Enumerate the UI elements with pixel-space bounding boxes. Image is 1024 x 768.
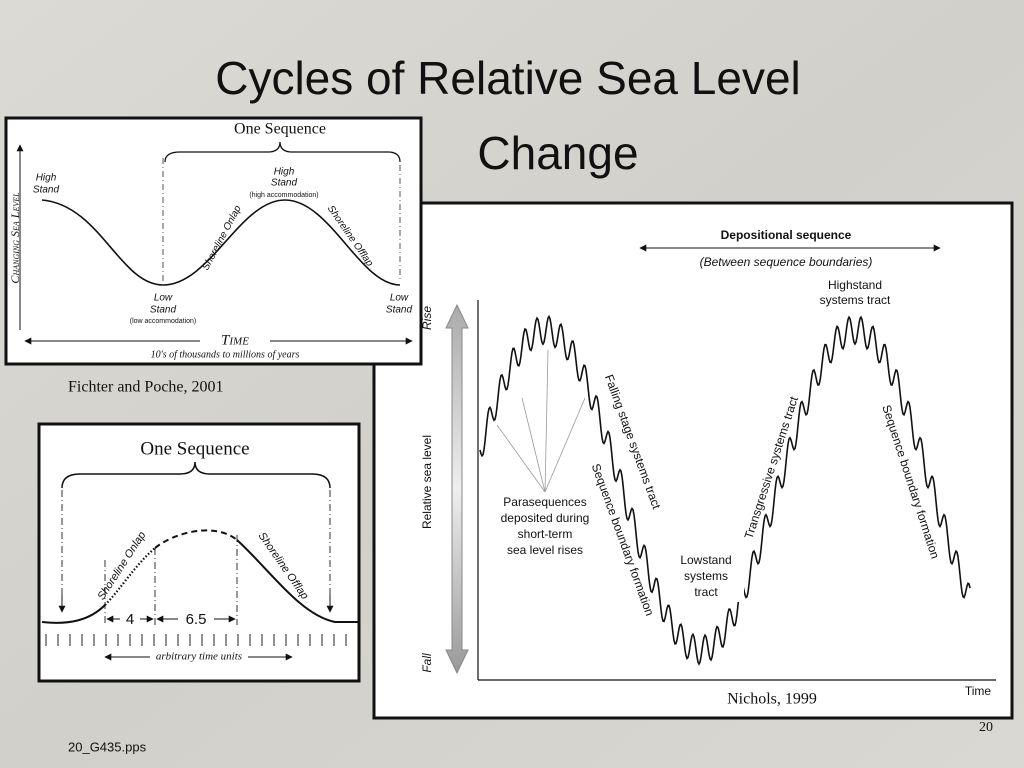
y-axis-label: Changing Sea Level	[8, 192, 22, 284]
high-stand-label: High	[274, 167, 295, 178]
subheader: (Between sequence boundaries)	[700, 255, 873, 269]
title: Change	[477, 127, 638, 179]
figure-3: Depositional sequence (Between sequence …	[372, 201, 1014, 720]
page-number: 20	[979, 720, 993, 735]
bracket	[61, 461, 331, 489]
low-stand-label: Stand	[150, 305, 177, 316]
footer: 20_G435.pps	[68, 739, 147, 754]
parasequence-label: Parasequences	[503, 495, 586, 509]
high-stand-label: Stand	[33, 185, 60, 196]
lowstand-label: tract	[694, 585, 718, 599]
note: (high accommodation)	[249, 192, 318, 199]
high-stand-label: High	[36, 173, 57, 184]
figure-frame	[4, 116, 423, 366]
parasequence-label: sea level rises	[507, 543, 583, 557]
lowstand-label: Lowstand	[680, 553, 731, 567]
curve	[41, 604, 106, 624]
parasequence-label: short-term	[518, 527, 573, 541]
curve-onlap	[104, 547, 156, 606]
curve-top	[154, 529, 238, 549]
x-axis-label: arbitrary time units	[156, 651, 242, 663]
low-stand-label: Stand	[386, 305, 413, 316]
caption: Nichols, 1999	[727, 691, 817, 708]
rise-fall-arrow	[445, 303, 469, 675]
x-note: 10's of thousands to millions of years	[151, 349, 300, 360]
sea-level-curve	[479, 314, 971, 666]
highstand-label: Highstand	[828, 278, 882, 292]
low-stand-label: Low	[390, 293, 409, 304]
label-backdrop	[668, 552, 744, 602]
title: Cycles of Relative Sea Level	[215, 52, 801, 104]
parasequence-label: deposited during	[501, 511, 590, 525]
fall-label: Fall	[420, 653, 434, 673]
curve	[236, 539, 358, 623]
time-ticks	[45, 634, 347, 646]
note: (low accommodation)	[130, 318, 197, 325]
bracket	[164, 141, 401, 163]
high-stand-label: Stand	[271, 178, 298, 189]
caption: Fichter and Poche, 2001	[68, 379, 224, 396]
span-label: 4	[126, 611, 134, 628]
y-axis-label: Relative sea level	[420, 435, 434, 529]
rise-label: Rise	[420, 306, 434, 330]
span-label: 6.5	[186, 611, 207, 628]
label-backdrop	[487, 494, 605, 560]
heading: One Sequence	[140, 438, 249, 459]
sea-level-curve	[41, 199, 401, 286]
x-axis-label: Time	[965, 684, 992, 698]
figure-1: One Sequence Changing Sea Level High Sta…	[4, 116, 423, 366]
figure-frame	[37, 422, 361, 683]
lowstand-label: systems	[684, 569, 728, 583]
label-backdrop	[200, 332, 270, 348]
figure-2: One Sequence 4 6.5 arbitrary time units …	[37, 422, 361, 683]
low-stand-label: Low	[154, 293, 173, 304]
figure-frame	[372, 201, 1014, 720]
pointer-lines	[496, 349, 586, 493]
x-axis-label: Time	[221, 332, 249, 348]
highstand-label: systems tract	[820, 293, 891, 307]
heading: One Sequence	[234, 121, 326, 138]
header: Depositional sequence	[721, 228, 852, 242]
guide-lines	[61, 490, 331, 625]
